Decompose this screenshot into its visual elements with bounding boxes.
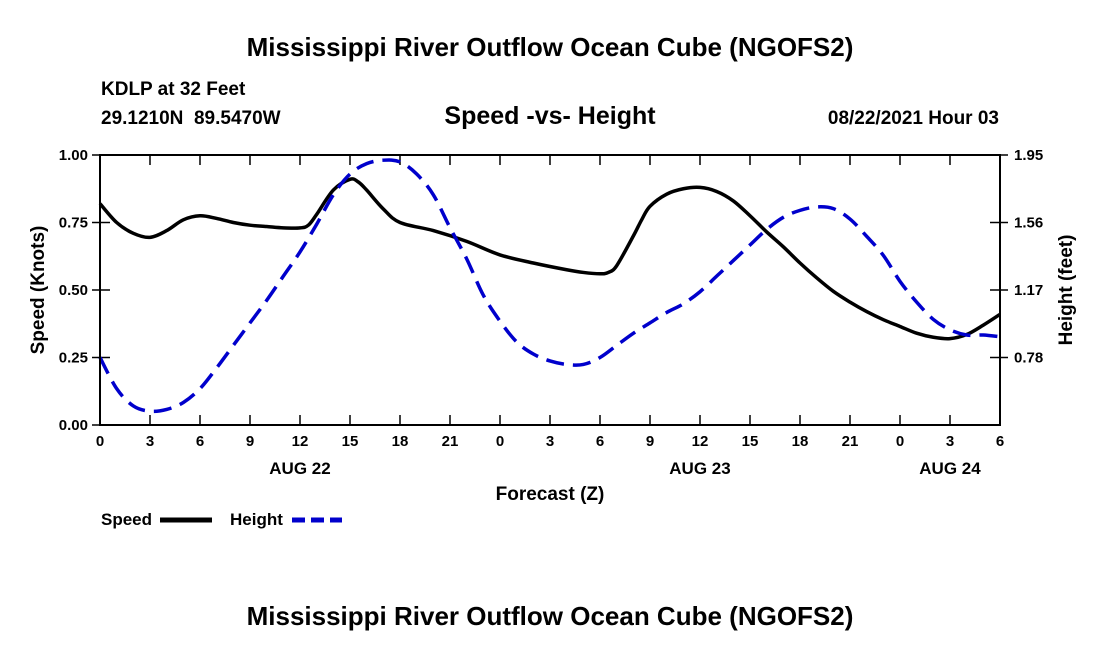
chart-title: Mississippi River Outflow Ocean Cube (NG… bbox=[247, 32, 854, 62]
y-tick-label-right: 0.78 bbox=[1014, 350, 1043, 367]
y-tick-label-left: 0.75 bbox=[59, 215, 88, 232]
x-tick-label: 18 bbox=[392, 433, 409, 450]
location-label: 29.1210N 89.5470W bbox=[101, 108, 281, 129]
x-tick-label: 0 bbox=[896, 433, 904, 450]
y-tick-label-right: 1.17 bbox=[1014, 282, 1043, 299]
y-tick-label-left: 0.00 bbox=[59, 417, 88, 434]
y-tick-label-right: 1.95 bbox=[1014, 147, 1043, 164]
y-axis-label-left: Speed (Knots) bbox=[28, 226, 49, 355]
forecast-datetime: 08/22/2021 Hour 03 bbox=[828, 108, 999, 129]
x-tick-label: 0 bbox=[496, 433, 504, 450]
x-date-label: AUG 22 bbox=[269, 459, 330, 478]
chart-subtitle: Speed -vs- Height bbox=[444, 102, 656, 130]
x-tick-label: 12 bbox=[292, 433, 309, 450]
x-tick-label: 21 bbox=[842, 433, 859, 450]
x-date-label: AUG 24 bbox=[919, 459, 981, 478]
y-axis-label-right: Height (feet) bbox=[1056, 235, 1077, 346]
x-tick-label: 6 bbox=[196, 433, 204, 450]
x-tick-label: 0 bbox=[96, 433, 104, 450]
y-tick-label-right: 1.56 bbox=[1014, 215, 1043, 232]
footer-title: Mississippi River Outflow Ocean Cube (NG… bbox=[247, 601, 854, 631]
x-tick-label: 12 bbox=[692, 433, 709, 450]
series-line-height bbox=[98, 158, 1001, 414]
x-tick-label: 6 bbox=[996, 433, 1004, 450]
plot-frame bbox=[99, 154, 1001, 426]
x-tick-label: 3 bbox=[146, 433, 154, 450]
y-tick-label-left: 0.25 bbox=[59, 350, 88, 367]
x-axis-label: Forecast (Z) bbox=[496, 484, 605, 505]
x-tick-label: 3 bbox=[546, 433, 554, 450]
x-tick-label: 18 bbox=[792, 433, 809, 450]
x-date-label: AUG 23 bbox=[669, 459, 730, 478]
legend-speed-label: Speed bbox=[101, 510, 152, 529]
x-tick-label: 3 bbox=[946, 433, 954, 450]
y-tick-label-left: 0.50 bbox=[59, 282, 88, 299]
x-tick-label: 15 bbox=[742, 433, 759, 450]
series-line-speed bbox=[98, 177, 1001, 341]
x-tick-label: 6 bbox=[596, 433, 604, 450]
y-tick-label-left: 1.00 bbox=[59, 147, 88, 164]
legend-height-label: Height bbox=[230, 510, 283, 529]
station-label: KDLP at 32 Feet bbox=[101, 79, 246, 100]
x-tick-label: 9 bbox=[646, 433, 654, 450]
legend: Speed Height bbox=[101, 510, 342, 529]
x-tick-label: 21 bbox=[442, 433, 459, 450]
x-tick-label: 9 bbox=[246, 433, 254, 450]
x-tick-label: 15 bbox=[342, 433, 359, 450]
